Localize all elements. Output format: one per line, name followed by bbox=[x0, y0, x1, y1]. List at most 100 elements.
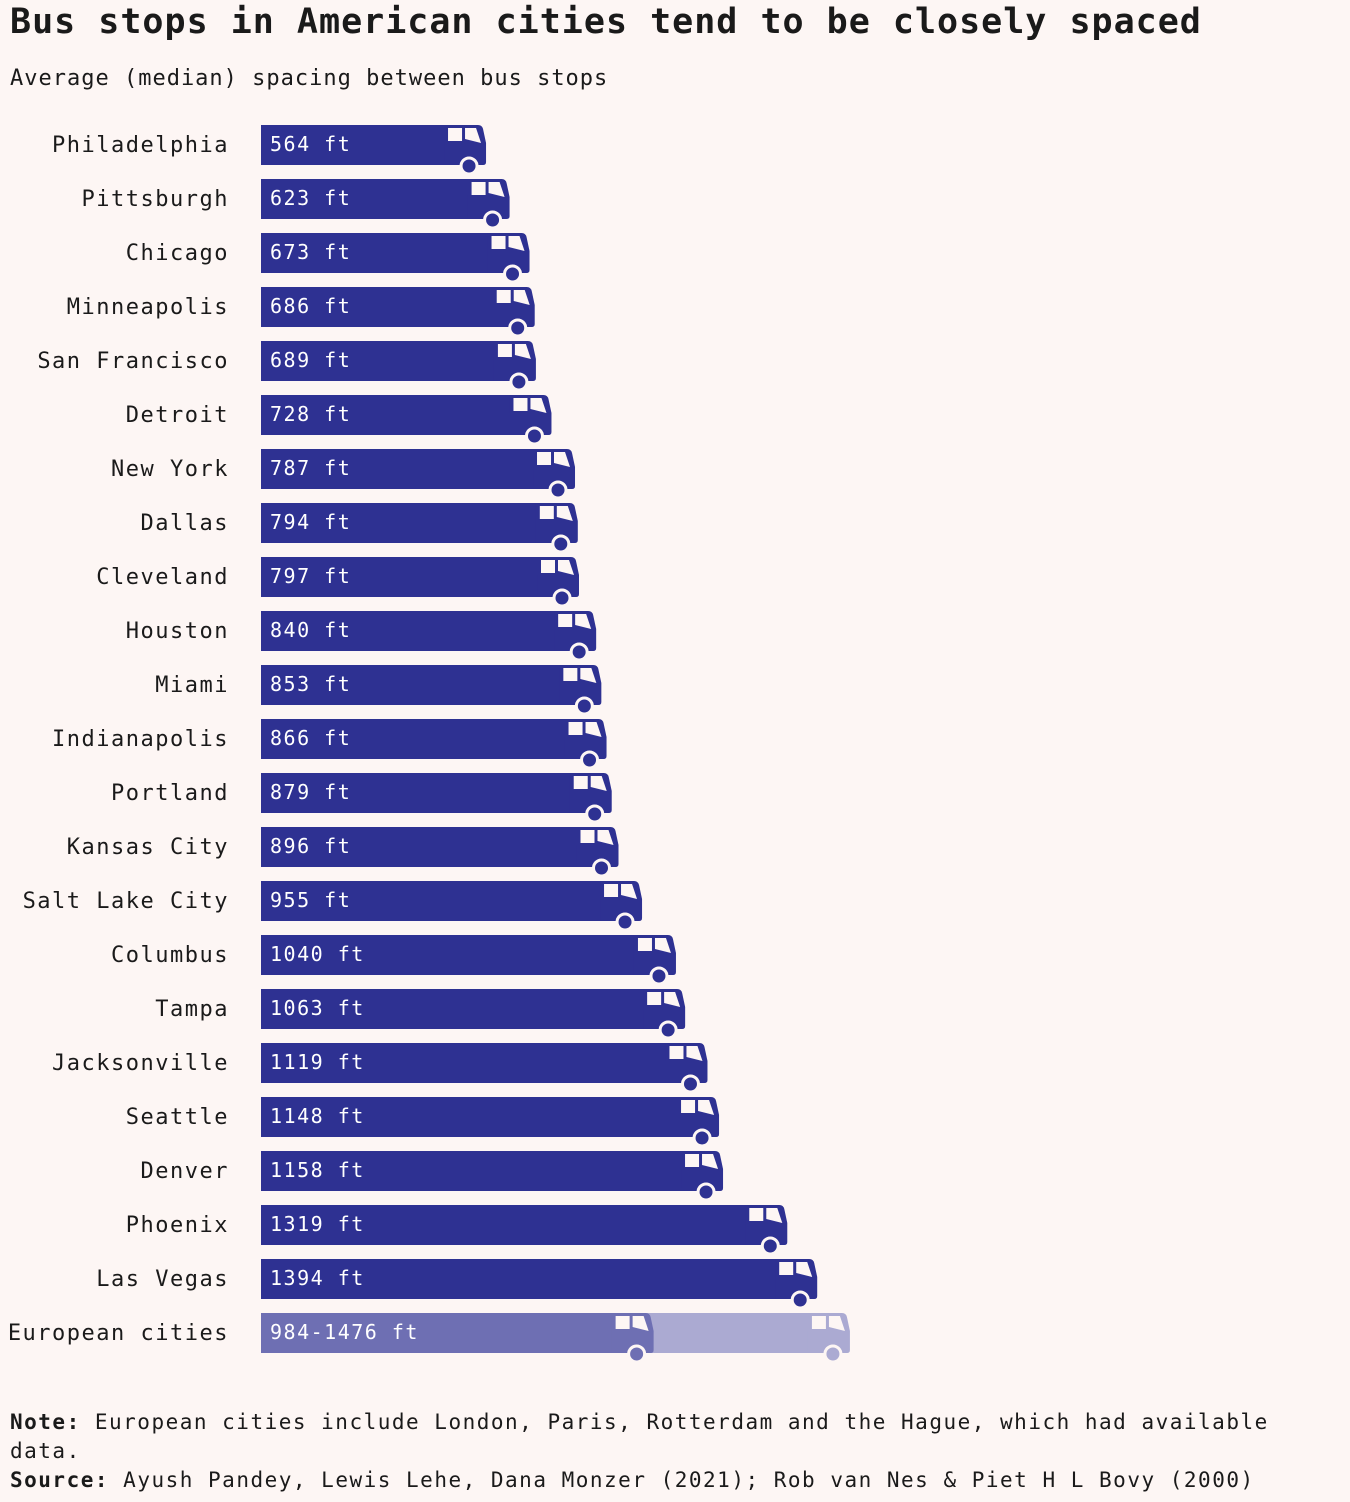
bar-windshield bbox=[597, 830, 614, 845]
bar bbox=[261, 1097, 690, 1137]
bar bbox=[261, 611, 567, 651]
bar bbox=[261, 449, 546, 489]
bar bbox=[261, 1205, 758, 1245]
bar-window bbox=[573, 776, 588, 789]
category-label: Seattle bbox=[126, 1105, 229, 1130]
bar bbox=[261, 827, 589, 867]
category-label: Cleveland bbox=[96, 565, 229, 590]
bar-window bbox=[681, 1100, 696, 1113]
category-label: Houston bbox=[126, 619, 229, 644]
bar-windshield bbox=[766, 1208, 783, 1223]
bar-window bbox=[604, 884, 619, 897]
bar-wheel bbox=[680, 1074, 700, 1094]
category-label: Jacksonville bbox=[52, 1051, 229, 1076]
bar bbox=[261, 503, 548, 543]
data-label: 879 ft bbox=[270, 780, 351, 804]
bar-windshield bbox=[554, 452, 571, 467]
category-label: Las Vegas bbox=[96, 1267, 229, 1292]
bar-window bbox=[537, 452, 552, 465]
bar bbox=[261, 665, 572, 705]
bar-windshield bbox=[686, 1046, 703, 1061]
data-label: 728 ft bbox=[270, 402, 351, 426]
bar-windshield bbox=[575, 614, 592, 629]
bar-window bbox=[471, 182, 486, 195]
bar bbox=[261, 719, 577, 759]
bar bbox=[261, 557, 550, 597]
category-label: Chicago bbox=[126, 241, 229, 266]
bar-wheel bbox=[696, 1182, 716, 1202]
bar-windshield bbox=[556, 506, 573, 521]
bar bbox=[261, 773, 582, 813]
data-label: 623 ft bbox=[270, 186, 351, 210]
bar-window bbox=[558, 614, 573, 627]
bar bbox=[261, 1043, 678, 1083]
data-label: 787 ft bbox=[270, 456, 351, 480]
bar-window bbox=[779, 1262, 794, 1275]
bar bbox=[261, 935, 646, 975]
category-label: Philadelphia bbox=[52, 133, 229, 158]
bar-windshield bbox=[702, 1154, 719, 1169]
bar bbox=[261, 287, 505, 327]
bar-wheel bbox=[551, 534, 571, 554]
category-label: Dallas bbox=[141, 511, 229, 536]
bar-wheel bbox=[649, 966, 669, 986]
data-label: 1040 ft bbox=[270, 942, 365, 966]
bar-windshield bbox=[590, 776, 607, 791]
data-label: 1063 ft bbox=[270, 996, 365, 1020]
range-low-window bbox=[615, 1316, 630, 1329]
bar-wheel bbox=[524, 426, 544, 446]
bar-window bbox=[568, 722, 583, 735]
bar bbox=[261, 1151, 694, 1191]
bar-windshield bbox=[465, 128, 482, 143]
bar-window bbox=[685, 1154, 700, 1167]
category-label: Pittsburgh bbox=[82, 187, 229, 212]
category-label: Detroit bbox=[126, 403, 229, 428]
bar-windshield bbox=[585, 722, 602, 737]
category-label: Phoenix bbox=[126, 1213, 229, 1238]
bar-wheel bbox=[548, 480, 568, 500]
data-label: 686 ft bbox=[270, 294, 351, 318]
bar-window bbox=[669, 1046, 684, 1059]
bar-window bbox=[513, 398, 528, 411]
data-label: 1394 ft bbox=[270, 1266, 365, 1290]
category-label: Kansas City bbox=[67, 835, 229, 860]
category-label: European cities bbox=[8, 1321, 229, 1346]
data-label: 794 ft bbox=[270, 510, 351, 534]
range-high-windshield bbox=[828, 1316, 845, 1331]
bar-window bbox=[637, 938, 652, 951]
bar-chart: Philadelphia 564 ft Pittsburgh 623 ft Chicag… bbox=[8, 125, 850, 1364]
bar-wheel bbox=[459, 156, 479, 176]
bar-windshield bbox=[580, 668, 597, 683]
bar-wheel bbox=[692, 1128, 712, 1148]
range-low-windshield bbox=[632, 1316, 649, 1331]
bar-window bbox=[497, 344, 512, 357]
bar-wheel bbox=[509, 372, 529, 392]
data-label: 896 ft bbox=[270, 834, 351, 858]
bar-window bbox=[541, 560, 556, 573]
chart-subtitle: Average (median) spacing between bus sto… bbox=[10, 66, 609, 91]
bar-wheel bbox=[508, 318, 528, 338]
bar-windshield bbox=[654, 938, 671, 953]
data-label: 853 ft bbox=[270, 672, 351, 696]
data-label: 840 ft bbox=[270, 618, 351, 642]
bar-wheel bbox=[552, 588, 572, 608]
bar-window bbox=[496, 290, 511, 303]
category-label: Portland bbox=[111, 781, 229, 806]
bar-wheel bbox=[585, 804, 605, 824]
bar bbox=[261, 179, 480, 219]
category-label: Columbus bbox=[111, 943, 229, 968]
range-bar-high bbox=[623, 1313, 820, 1353]
data-label: 1158 ft bbox=[270, 1158, 365, 1182]
data-label: 1119 ft bbox=[270, 1050, 365, 1074]
data-label: 1148 ft bbox=[270, 1104, 365, 1128]
bar-window bbox=[563, 668, 578, 681]
bar-window bbox=[749, 1208, 764, 1221]
bar-wheel bbox=[658, 1020, 678, 1040]
bar bbox=[261, 989, 656, 1029]
bar bbox=[261, 125, 457, 165]
data-label: 1319 ft bbox=[270, 1212, 365, 1236]
bar-wheel bbox=[503, 264, 523, 284]
bar-window bbox=[448, 128, 463, 141]
data-label: 689 ft bbox=[270, 348, 351, 372]
bar-wheel bbox=[790, 1290, 810, 1310]
